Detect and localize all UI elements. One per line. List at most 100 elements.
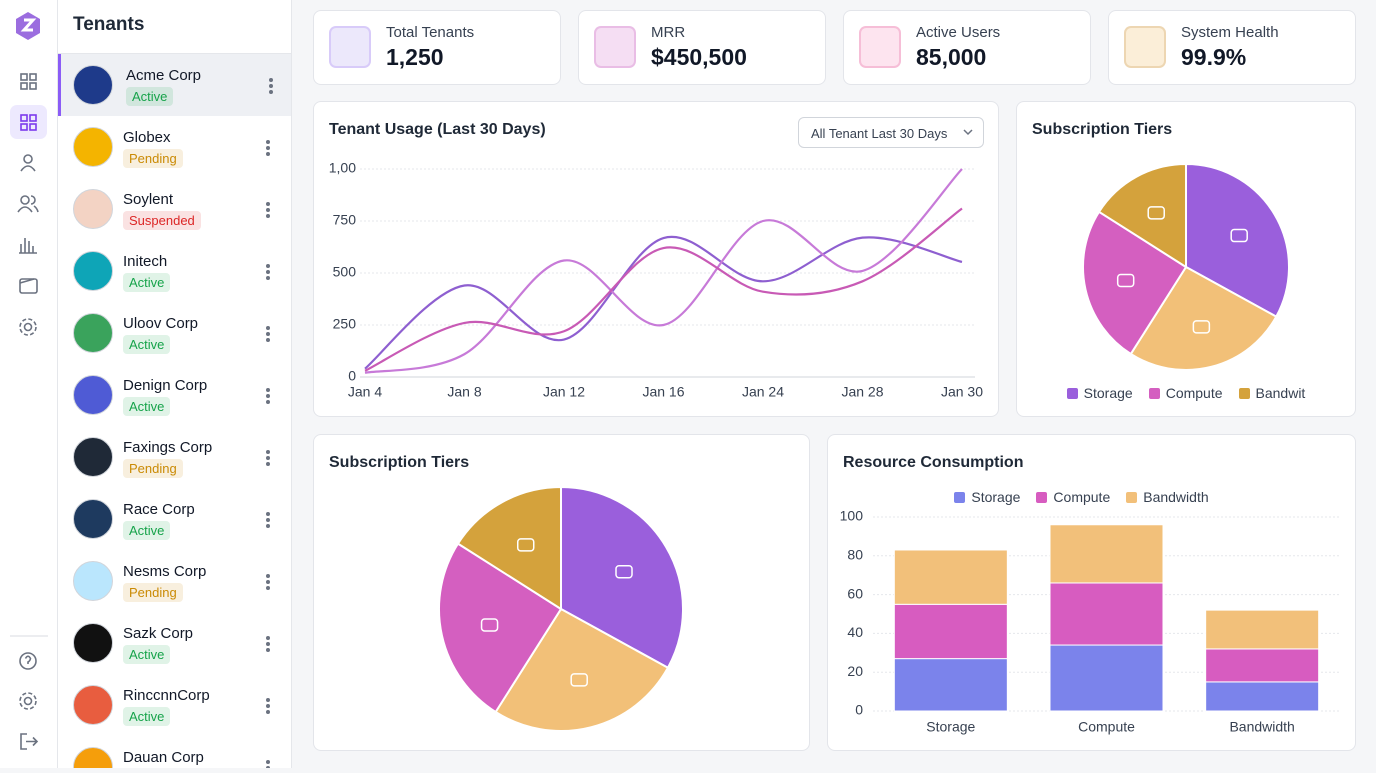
row-menu[interactable] [266, 636, 270, 654]
tenant-name: Acme Corp [126, 67, 202, 84]
tenant-name: Faxings Corp [123, 439, 213, 456]
row-menu[interactable] [266, 264, 270, 282]
legend-label: Compute [1053, 489, 1111, 505]
status-badge: Active [123, 521, 171, 540]
x-tick-label: Jan 4 [348, 384, 382, 400]
tenant-row[interactable]: Initech Active [58, 240, 291, 302]
legend-swatch [1126, 492, 1138, 503]
tenant-logo [73, 499, 113, 539]
tenant-logo [73, 685, 113, 725]
stat-value: 85,000 [916, 44, 987, 70]
tenant-row[interactable]: Denign Corp Active [58, 364, 291, 426]
tenant-row[interactable]: RinccnnCorp Active [58, 674, 291, 736]
legend-item: Compute [1148, 385, 1223, 401]
nav-tenants[interactable] [20, 114, 37, 131]
nav-analytics[interactable] [19, 238, 37, 254]
row-menu[interactable] [266, 698, 270, 716]
tenant-logo [73, 127, 113, 167]
nav-preferences[interactable] [19, 692, 37, 710]
status-badge: Pending [123, 149, 183, 168]
card-title: Resource Consumption [843, 454, 1024, 471]
tenant-row[interactable]: Acme Corp Active [58, 54, 291, 116]
tenant-list: Tenants Acme Corp Active Globex Pending Soyl… [58, 0, 292, 768]
row-menu[interactable] [266, 760, 270, 768]
nav-dashboard[interactable] [20, 73, 37, 90]
y-tick-label: 0 [348, 368, 356, 384]
row-menu[interactable] [269, 78, 273, 96]
tenant-logo [73, 189, 113, 229]
tenant-row[interactable]: Dauan Corp [58, 736, 291, 768]
row-menu[interactable] [266, 326, 270, 344]
tenant-row[interactable]: Globex Pending [58, 116, 291, 178]
legend-label: Storage [1083, 385, 1133, 401]
tenant-name: Denign Corp [123, 377, 208, 394]
legend-swatch [1036, 492, 1048, 503]
pie-slice [494, 607, 670, 732]
pie-slice [438, 542, 563, 714]
status-badge: Active [126, 87, 174, 106]
filter-dropdown[interactable]: All Tenant Last 30 Days [798, 117, 984, 148]
tenant-row[interactable]: Sazk Corp Active [58, 612, 291, 674]
legend-swatch [954, 492, 966, 503]
legend-item: Storage [1066, 385, 1133, 401]
row-menu[interactable] [266, 450, 270, 468]
status-badge: Suspended [123, 211, 201, 230]
x-tick-label: Storage [926, 719, 975, 735]
row-menu[interactable] [266, 574, 270, 592]
bar-segment [1205, 648, 1320, 683]
status-badge: Active [123, 273, 171, 292]
status-badge: Pending [123, 459, 183, 478]
x-tick-label: Jan 12 [543, 384, 585, 400]
row-menu[interactable] [266, 388, 270, 406]
nav-selected-bg [10, 105, 47, 139]
row-menu[interactable] [266, 202, 270, 220]
nav-billing[interactable] [19, 278, 38, 294]
tenant-logo [73, 623, 113, 663]
tenant-row[interactable]: Nesms Corp Pending [58, 550, 291, 612]
y-tick-label: 100 [840, 508, 864, 524]
list-divider [58, 53, 291, 54]
bar-segment [893, 603, 1008, 660]
x-tick-label: Bandwidth [1229, 719, 1294, 735]
nav-help[interactable] [19, 652, 37, 670]
legend-item: Compute [1036, 489, 1110, 505]
status-badge: Active [123, 397, 171, 416]
stat-label: Total Tenants [386, 24, 475, 41]
card-title: Subscription Tiers [329, 454, 470, 471]
tenant-logo [73, 437, 113, 477]
status-badge: Active [123, 707, 171, 726]
row-menu[interactable] [266, 140, 270, 158]
pie-slice [1082, 210, 1188, 356]
tenant-name: Soylent [123, 191, 174, 208]
tenant-name: Globex [123, 129, 171, 146]
status-badge: Active [123, 335, 171, 354]
slice-icon [1147, 206, 1165, 220]
nav-settings[interactable] [19, 318, 37, 336]
tenant-row[interactable]: Race Corp Active [58, 488, 291, 550]
row-menu[interactable] [266, 512, 270, 530]
line-series [364, 168, 963, 374]
legend-label: Bandwit [1255, 385, 1306, 401]
tenant-row[interactable]: Soylent Suspended [58, 178, 291, 240]
y-tick-label: 1,00 [329, 160, 356, 176]
tenant-row[interactable]: Uloov Corp Active [58, 302, 291, 364]
legend: Storage Compute Bandwidth [808, 489, 1355, 505]
stat-card: MRR $450,500 [578, 10, 826, 85]
stat-icon [1124, 26, 1166, 68]
tenant-row[interactable]: Faxings Corp Pending [58, 426, 291, 488]
nav-logout[interactable] [20, 733, 39, 750]
pie-slice [1185, 162, 1290, 318]
x-tick-label: Jan 30 [941, 384, 983, 400]
slice-icon [1116, 273, 1135, 288]
y-tick-label: 20 [847, 663, 863, 679]
stat-label: MRR [651, 24, 686, 41]
pie-slice [1097, 162, 1187, 269]
nav-user[interactable] [20, 154, 36, 172]
nav-users[interactable] [17, 195, 39, 213]
stat-label: Active Users [916, 24, 1001, 41]
tenant-name: Initech [123, 253, 168, 270]
line-series [364, 207, 963, 372]
bar-segment [1205, 609, 1320, 650]
bar-segment [1205, 681, 1320, 712]
